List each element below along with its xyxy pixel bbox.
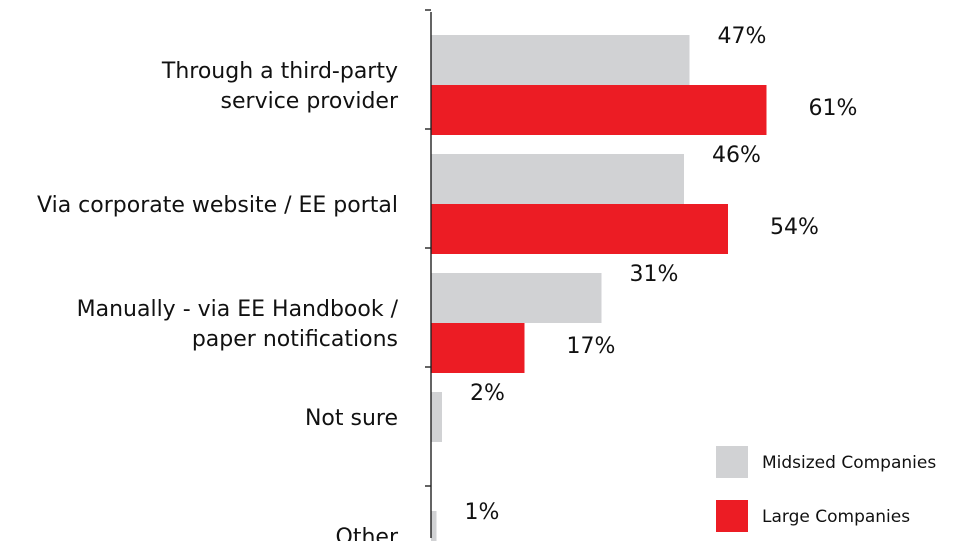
- data-label: 61%: [809, 96, 858, 121]
- legend-label-large: Large Companies: [762, 507, 910, 527]
- category-label: Through a third-party: [161, 59, 398, 84]
- category-labels: Through a third-party service provider Via…: [37, 59, 399, 541]
- midsized-bar: [431, 154, 684, 204]
- legend-swatch-large: [716, 500, 748, 532]
- large-bar: [431, 323, 525, 373]
- midsized-bar: [431, 511, 437, 541]
- category-label: Other: [336, 525, 399, 541]
- data-label: 1%: [465, 500, 500, 525]
- midsized-bar: [431, 392, 442, 442]
- bars: [431, 35, 767, 541]
- value-labels: 47% 61% 46% 54% 31% 17% 2% 1%: [465, 24, 858, 525]
- data-label: 17%: [567, 334, 616, 359]
- data-label: 47%: [718, 24, 767, 49]
- large-bar: [431, 204, 728, 254]
- legend-label-midsized: Midsized Companies: [762, 453, 936, 473]
- data-label: 54%: [770, 215, 819, 240]
- data-label: 31%: [630, 262, 679, 287]
- legend: Midsized Companies Large Companies: [716, 446, 936, 532]
- legend-swatch-midsized: [716, 446, 748, 478]
- y-axis: [425, 9, 432, 538]
- category-label: Via corporate website / EE portal: [37, 193, 398, 218]
- data-label: 46%: [712, 143, 761, 168]
- category-label: Not sure: [305, 406, 398, 431]
- category-label: paper notifications: [192, 327, 398, 352]
- large-bar: [431, 85, 767, 135]
- midsized-bar: [431, 35, 690, 85]
- data-label: 2%: [470, 381, 505, 406]
- category-label: Manually - via EE Handbook /: [77, 297, 399, 322]
- category-label: service provider: [221, 89, 399, 114]
- midsized-bar: [431, 273, 602, 323]
